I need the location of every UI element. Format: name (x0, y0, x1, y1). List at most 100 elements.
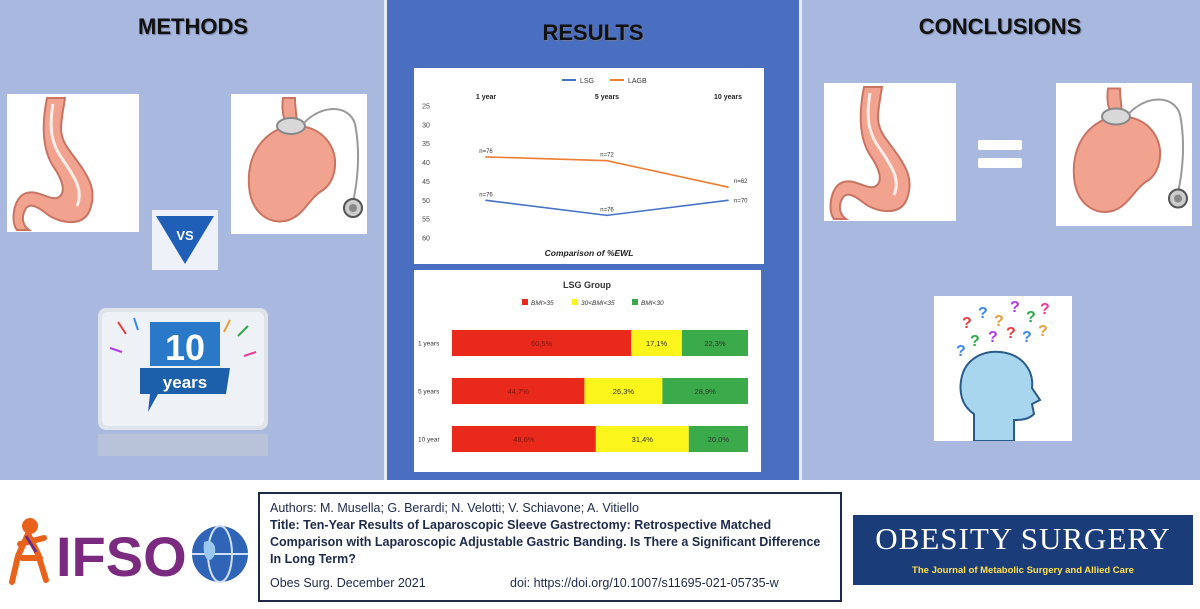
svg-text:?: ? (1026, 309, 1036, 326)
svg-text:?: ? (988, 329, 998, 346)
bar-data-label: 22,3% (704, 339, 726, 348)
vs-label: VS (176, 228, 194, 243)
globe-icon (192, 525, 248, 583)
bar-data-label: 31,4% (632, 435, 654, 444)
bar-segment (452, 330, 632, 356)
conclusion-band-image (1056, 83, 1192, 226)
ifso-logo: IFSO (8, 512, 252, 592)
ten-label: 10 (165, 327, 205, 368)
data-point (485, 199, 487, 202)
ewl-line-chart: LSG LAGB 1 year 5 years 10 years 25 30 35 40 45 50… (414, 68, 764, 264)
question-head-icon: ? ? ? ? ? ? ? ? ? ? ? ? (956, 299, 1050, 442)
lsg-bmi-bar-chart-svg: LSG Group BMI>35 30<BMI<35 BMI<30 1 years 60,… (418, 280, 748, 452)
vs-badge-icon: VS (152, 210, 218, 270)
y-category-label: 5 years (418, 389, 440, 396)
svg-text:?: ? (978, 305, 988, 322)
obesity-surgery-title: OBESITY SURGERY (875, 521, 1171, 556)
bar-data-label: 28,9% (695, 387, 717, 396)
equals-sign (978, 136, 1022, 172)
svg-text:?: ? (1010, 299, 1020, 316)
legend-swatch (522, 299, 528, 305)
svg-text:?: ? (970, 333, 980, 350)
svg-text:?: ? (956, 343, 966, 360)
data-point (485, 156, 487, 158)
bar-segment (595, 426, 689, 452)
y-tick-label: 55 (422, 217, 430, 224)
bar-data-label: 44,7% (508, 387, 530, 396)
doi-link[interactable]: doi: https://doi.org/10.1007/s11695-021-… (510, 576, 779, 590)
title-label: Title: (270, 518, 300, 532)
legend-label: 30<BMI<35 (581, 300, 615, 307)
legend-swatch (572, 299, 578, 305)
sleeve-stomach-icon (12, 97, 94, 231)
legend-label: BMI>35 (531, 300, 554, 307)
ifso-figure-icon (9, 518, 49, 585)
results-title: RESULTS (542, 20, 644, 45)
equals-icon (978, 140, 1022, 168)
data-label: n=76 (479, 192, 493, 198)
svg-text:?: ? (1006, 325, 1016, 342)
chart-title: LSG Group (563, 280, 611, 290)
bar-segment (681, 330, 748, 356)
data-label: n=76 (600, 207, 614, 213)
x-tick-label: 5 years (595, 94, 619, 101)
y-tick-label: 30 (422, 122, 430, 129)
y-tick-label: 50 (422, 198, 430, 205)
y-tick-label: 60 (422, 236, 430, 243)
citation-meta: Obes Surg. December 2021 doi: https://do… (270, 575, 830, 592)
panel-divider (384, 0, 387, 480)
data-label: n=62 (734, 179, 748, 185)
ewl-line-chart-svg: LSG LAGB 1 year 5 years 10 years 25 30 35 40 45 50… (422, 78, 748, 258)
data-point (606, 159, 608, 162)
x-tick-label: 1 year (476, 94, 497, 101)
data-point (727, 186, 729, 188)
legend-label: LAGB (628, 78, 647, 85)
title-line: Title: Ten-Year Results of Laparoscopic … (270, 517, 830, 568)
legend-label: LSG (580, 78, 594, 85)
vs-badge: VS (152, 210, 218, 270)
conclusions-title: CONCLUSIONS (918, 14, 1082, 39)
conclusion-sleeve-image (824, 83, 956, 221)
bar-segment (584, 378, 663, 404)
bar-data-label: 60,5% (531, 339, 553, 348)
citation-box: Authors: M. Musella; G. Berardi; N. Velo… (258, 492, 842, 602)
svg-text:?: ? (994, 313, 1004, 330)
bar-segment (688, 426, 748, 452)
methods-title: METHODS (138, 14, 248, 39)
svg-text:?: ? (962, 315, 972, 332)
years-label: years (163, 373, 207, 392)
data-label: n=70 (734, 198, 748, 204)
ifso-text: IFSO (56, 525, 187, 588)
sleeve-stomach-icon (829, 86, 911, 220)
obesity-surgery-subtitle: The Journal of Metabolic Surgery and All… (912, 565, 1134, 576)
svg-text:?: ? (1040, 301, 1050, 318)
data-point (727, 199, 729, 202)
panel-divider (799, 0, 802, 480)
bar-segment (452, 426, 596, 452)
legend-label: BMI<30 (641, 300, 664, 307)
y-tick-label: 35 (422, 141, 430, 148)
chart-title: Comparison of %EWL (545, 248, 634, 258)
data-label: n=72 (600, 153, 614, 159)
y-category-label: 10 year (418, 437, 441, 444)
data-point (606, 214, 608, 217)
ten-years-badge: 10 years (98, 308, 268, 458)
band-stomach-image (231, 94, 367, 234)
obesity-surgery-logo: OBESITY SURGERY The Journal of Metabolic… (853, 515, 1193, 585)
data-label: n=76 (479, 149, 493, 155)
y-category-label: 1 years (418, 341, 440, 348)
lsg-bmi-bar-chart: LSG Group BMI>35 30<BMI<35 BMI<30 1 years 60,… (414, 270, 761, 472)
y-tick-label: 25 (422, 104, 430, 111)
gastric-band-stomach-icon (1072, 87, 1188, 213)
bar-data-label: 17,1% (646, 339, 668, 348)
sleeve-stomach-image (7, 94, 139, 232)
paper-title: Ten-Year Results of Laparoscopic Sleeve … (270, 518, 821, 566)
svg-text:?: ? (1038, 323, 1048, 340)
svg-text:?: ? (1022, 329, 1032, 346)
journal-date: Obes Surg. December 2021 (270, 576, 426, 590)
bar-segment (452, 378, 585, 404)
bar-segment (631, 330, 682, 356)
question-head-image: ? ? ? ? ? ? ? ? ? ? ? ? (934, 296, 1072, 442)
authors-line: Authors: M. Musella; G. Berardi; N. Velo… (270, 501, 639, 515)
bar-segment (662, 378, 748, 404)
